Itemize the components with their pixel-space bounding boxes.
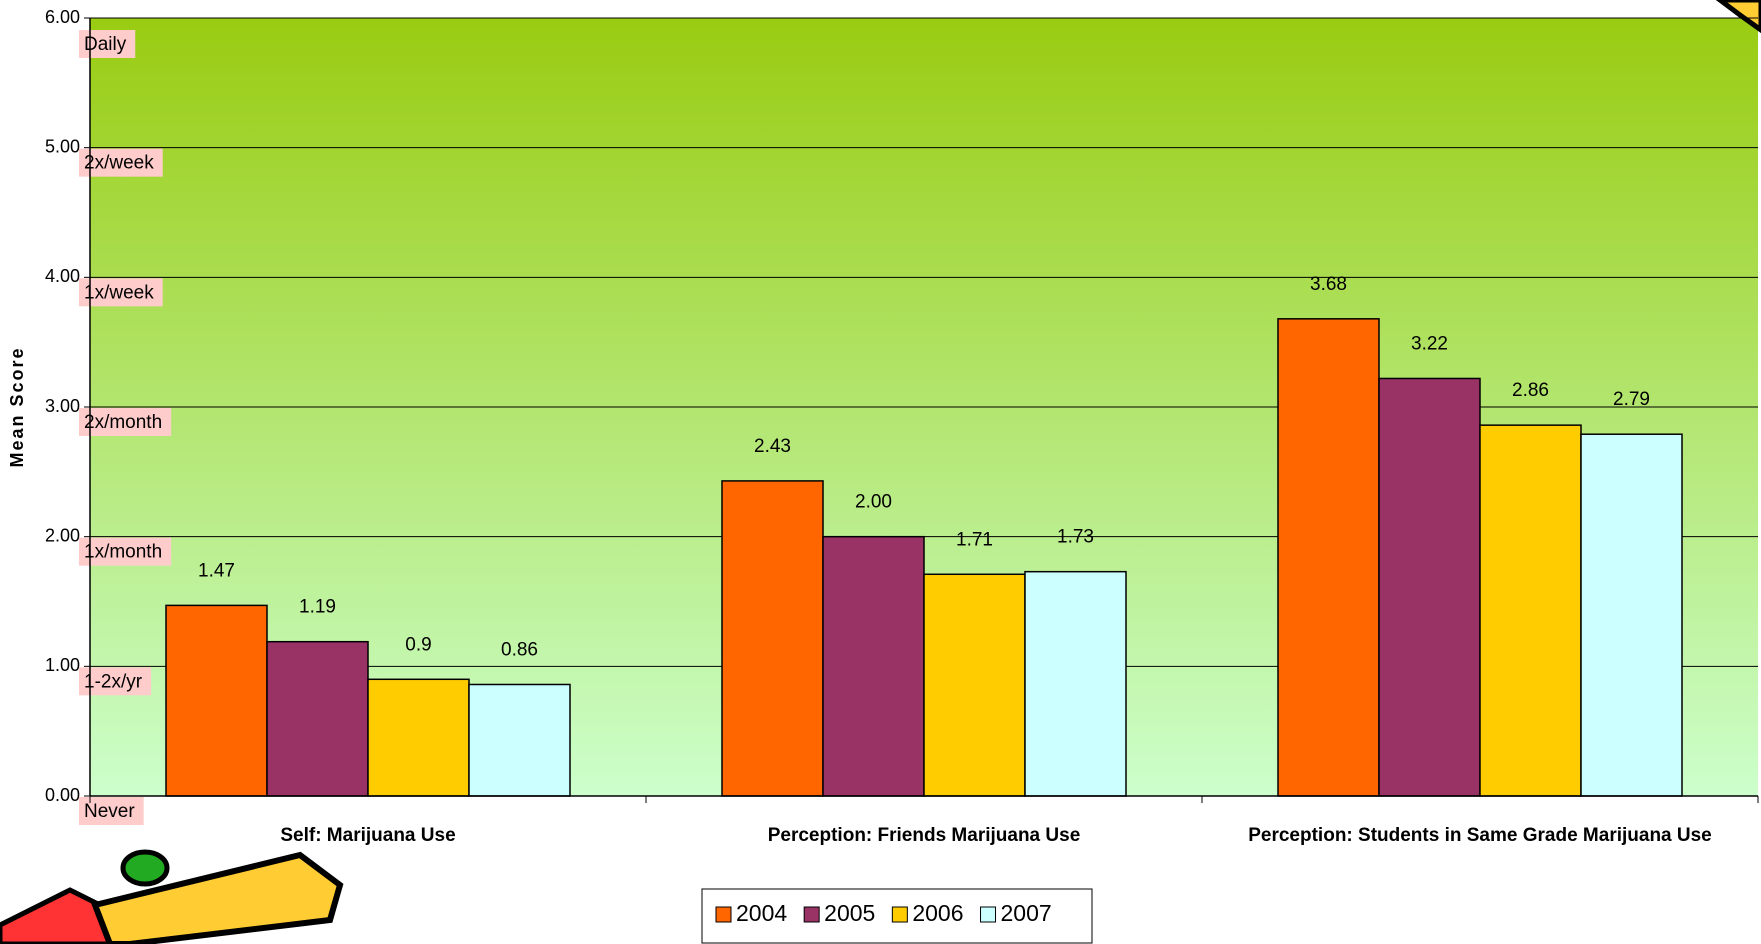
legend-swatch — [803, 906, 820, 923]
bar — [923, 573, 1026, 797]
y-tick-label: 0.00 — [45, 785, 80, 805]
level-label-bg — [79, 667, 152, 696]
data-label: 2.43 — [754, 436, 791, 457]
y-tick-label: 3.00 — [45, 396, 80, 416]
level-label: 2x/week — [84, 153, 154, 174]
level-label: 2x/month — [84, 412, 162, 433]
bar — [721, 480, 824, 797]
data-label: 1.73 — [1057, 527, 1094, 548]
bar — [165, 604, 268, 797]
data-label: 2.86 — [1512, 380, 1549, 401]
bar — [367, 678, 470, 797]
data-label: 1.71 — [956, 529, 993, 550]
level-label-bg — [79, 148, 163, 177]
data-label: 1.19 — [299, 597, 336, 618]
legend-swatch — [715, 906, 732, 923]
data-label: 3.22 — [1411, 333, 1448, 354]
y-tick-label: 5.00 — [45, 136, 80, 156]
y-tick-label: 2.00 — [45, 525, 80, 545]
bar — [1277, 318, 1380, 797]
bar — [1479, 424, 1582, 797]
legend-swatch — [891, 906, 908, 923]
level-label: 1x/month — [84, 542, 162, 563]
level-label-bg — [79, 408, 172, 436]
level-label: Never — [84, 801, 135, 822]
data-label: 2.00 — [855, 492, 892, 513]
y-tick-label: 6.00 — [45, 7, 80, 27]
legend-label: 2005 — [824, 900, 875, 926]
y-tick-label: 4.00 — [45, 266, 80, 286]
data-label: 0.86 — [501, 640, 538, 661]
data-label: 3.68 — [1310, 274, 1347, 295]
y-axis-title: Mean Score — [7, 346, 27, 467]
y-tick-label: 1.00 — [45, 655, 80, 675]
data-label: 1.47 — [198, 560, 235, 581]
level-label: 1x/week — [84, 282, 154, 303]
data-label: 2.79 — [1613, 389, 1650, 410]
x-tick-label: Perception: Friends Marijuana Use — [768, 825, 1081, 846]
bar — [266, 640, 369, 797]
level-label-bg — [79, 30, 136, 58]
legend-label: 2007 — [1001, 900, 1052, 926]
level-label: Daily — [84, 34, 127, 55]
level-label-bg — [79, 537, 172, 566]
x-tick-label: Perception: Students in Same Grade Marij… — [1248, 825, 1712, 846]
legend-swatch — [980, 906, 997, 923]
x-tick-label: Self: Marijuana Use — [280, 825, 455, 846]
legend-label: 2004 — [736, 900, 787, 926]
level-label-bg — [79, 278, 163, 307]
level-label: 1-2x/yr — [84, 671, 143, 692]
bar — [822, 535, 925, 797]
legend-label: 2006 — [912, 900, 963, 926]
bar — [468, 683, 571, 797]
bar — [1024, 570, 1127, 797]
bar — [1378, 377, 1481, 797]
bar — [1580, 433, 1683, 797]
data-label: 0.9 — [405, 634, 431, 655]
